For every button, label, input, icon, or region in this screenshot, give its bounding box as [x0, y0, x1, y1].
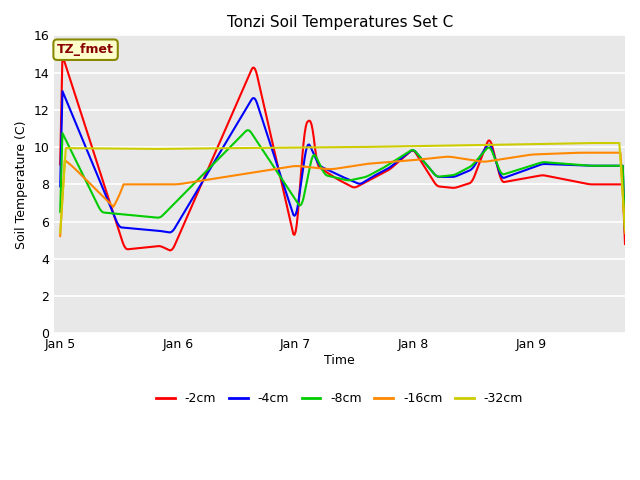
Legend: -2cm, -4cm, -8cm, -16cm, -32cm: -2cm, -4cm, -8cm, -16cm, -32cm [151, 387, 528, 410]
Title: Tonzi Soil Temperatures Set C: Tonzi Soil Temperatures Set C [227, 15, 452, 30]
Y-axis label: Soil Temperature (C): Soil Temperature (C) [15, 120, 28, 249]
X-axis label: Time: Time [324, 354, 355, 367]
Text: TZ_fmet: TZ_fmet [57, 43, 114, 56]
